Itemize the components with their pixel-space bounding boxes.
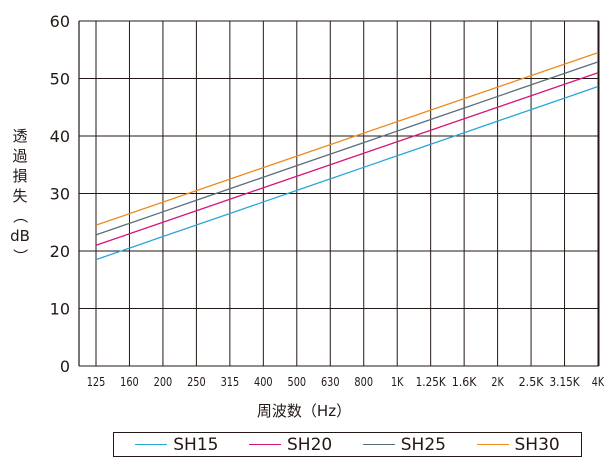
y-axis-ticks: 0 10 20 30 40 50 60 [50, 12, 70, 376]
legend-label: SH25 [400, 434, 446, 455]
y-tick-label: 40 [50, 127, 70, 146]
legend-swatch [476, 444, 509, 445]
series-line-sh25 [95, 61, 599, 236]
series-line-sh30 [95, 52, 599, 226]
x-tick-label: 315 [221, 375, 240, 389]
series-line-sh20 [95, 72, 599, 246]
legend: SH15 SH20 SH25 SH30 [113, 432, 582, 457]
x-tick-label: 3.15K [550, 375, 581, 389]
legend-label: SH30 [514, 434, 560, 455]
y-axis-label-paren-open: （ [11, 208, 29, 224]
x-tick-label: 200 [154, 375, 173, 389]
y-tick-label: 0 [60, 357, 70, 376]
y-tick-label: 20 [50, 242, 70, 261]
x-axis-label: 周波数（Hz） [256, 402, 352, 420]
y-tick-label: 60 [50, 12, 70, 31]
y-axis-label-unit: dB [10, 227, 30, 245]
x-tick-label: 630 [321, 375, 340, 389]
grid [78, 20, 600, 367]
legend-swatch [135, 444, 168, 445]
legend-label: SH20 [287, 434, 333, 455]
x-tick-label: 125 [87, 375, 106, 389]
y-axis-label-char: 過 [12, 147, 28, 165]
x-tick-label: 4K [592, 375, 605, 389]
y-axis-label-paren-close: ） [11, 248, 29, 264]
x-tick-label: 1.6K [452, 375, 478, 389]
y-axis-label-char: 透 [12, 127, 28, 145]
x-axis-ticks: 125 160 200 250 315 400 500 630 800 1K 1.25K 1.6K 2K… [87, 375, 605, 389]
legend-item-sh30: SH30 [476, 434, 560, 455]
x-tick-label: 1.25K [416, 375, 447, 389]
y-tick-label: 10 [50, 300, 70, 319]
y-tick-label: 50 [50, 70, 70, 89]
x-tick-label: 500 [288, 375, 307, 389]
series-line-sh15 [95, 85, 599, 261]
legend-label: SH15 [173, 434, 219, 455]
y-axis-label-char: 損 [12, 167, 28, 185]
series-lines [95, 52, 599, 261]
x-tick-label: 2K [491, 375, 504, 389]
legend-item-sh25: SH25 [362, 434, 446, 455]
legend-swatch [362, 444, 395, 445]
x-tick-label: 160 [120, 375, 139, 389]
x-tick-label: 1K [391, 375, 404, 389]
x-tick-label: 2.5K [519, 375, 545, 389]
legend-swatch [249, 444, 282, 445]
y-tick-label: 30 [50, 185, 70, 204]
x-tick-label: 250 [187, 375, 206, 389]
x-tick-label: 400 [254, 375, 273, 389]
y-axis-label: 透 過 損 失 （ dB ） [8, 126, 32, 266]
x-tick-label: 800 [354, 375, 373, 389]
legend-item-sh15: SH15 [135, 435, 218, 455]
y-axis-label-char: 失 [12, 187, 28, 205]
legend-item-sh20: SH20 [249, 435, 332, 455]
